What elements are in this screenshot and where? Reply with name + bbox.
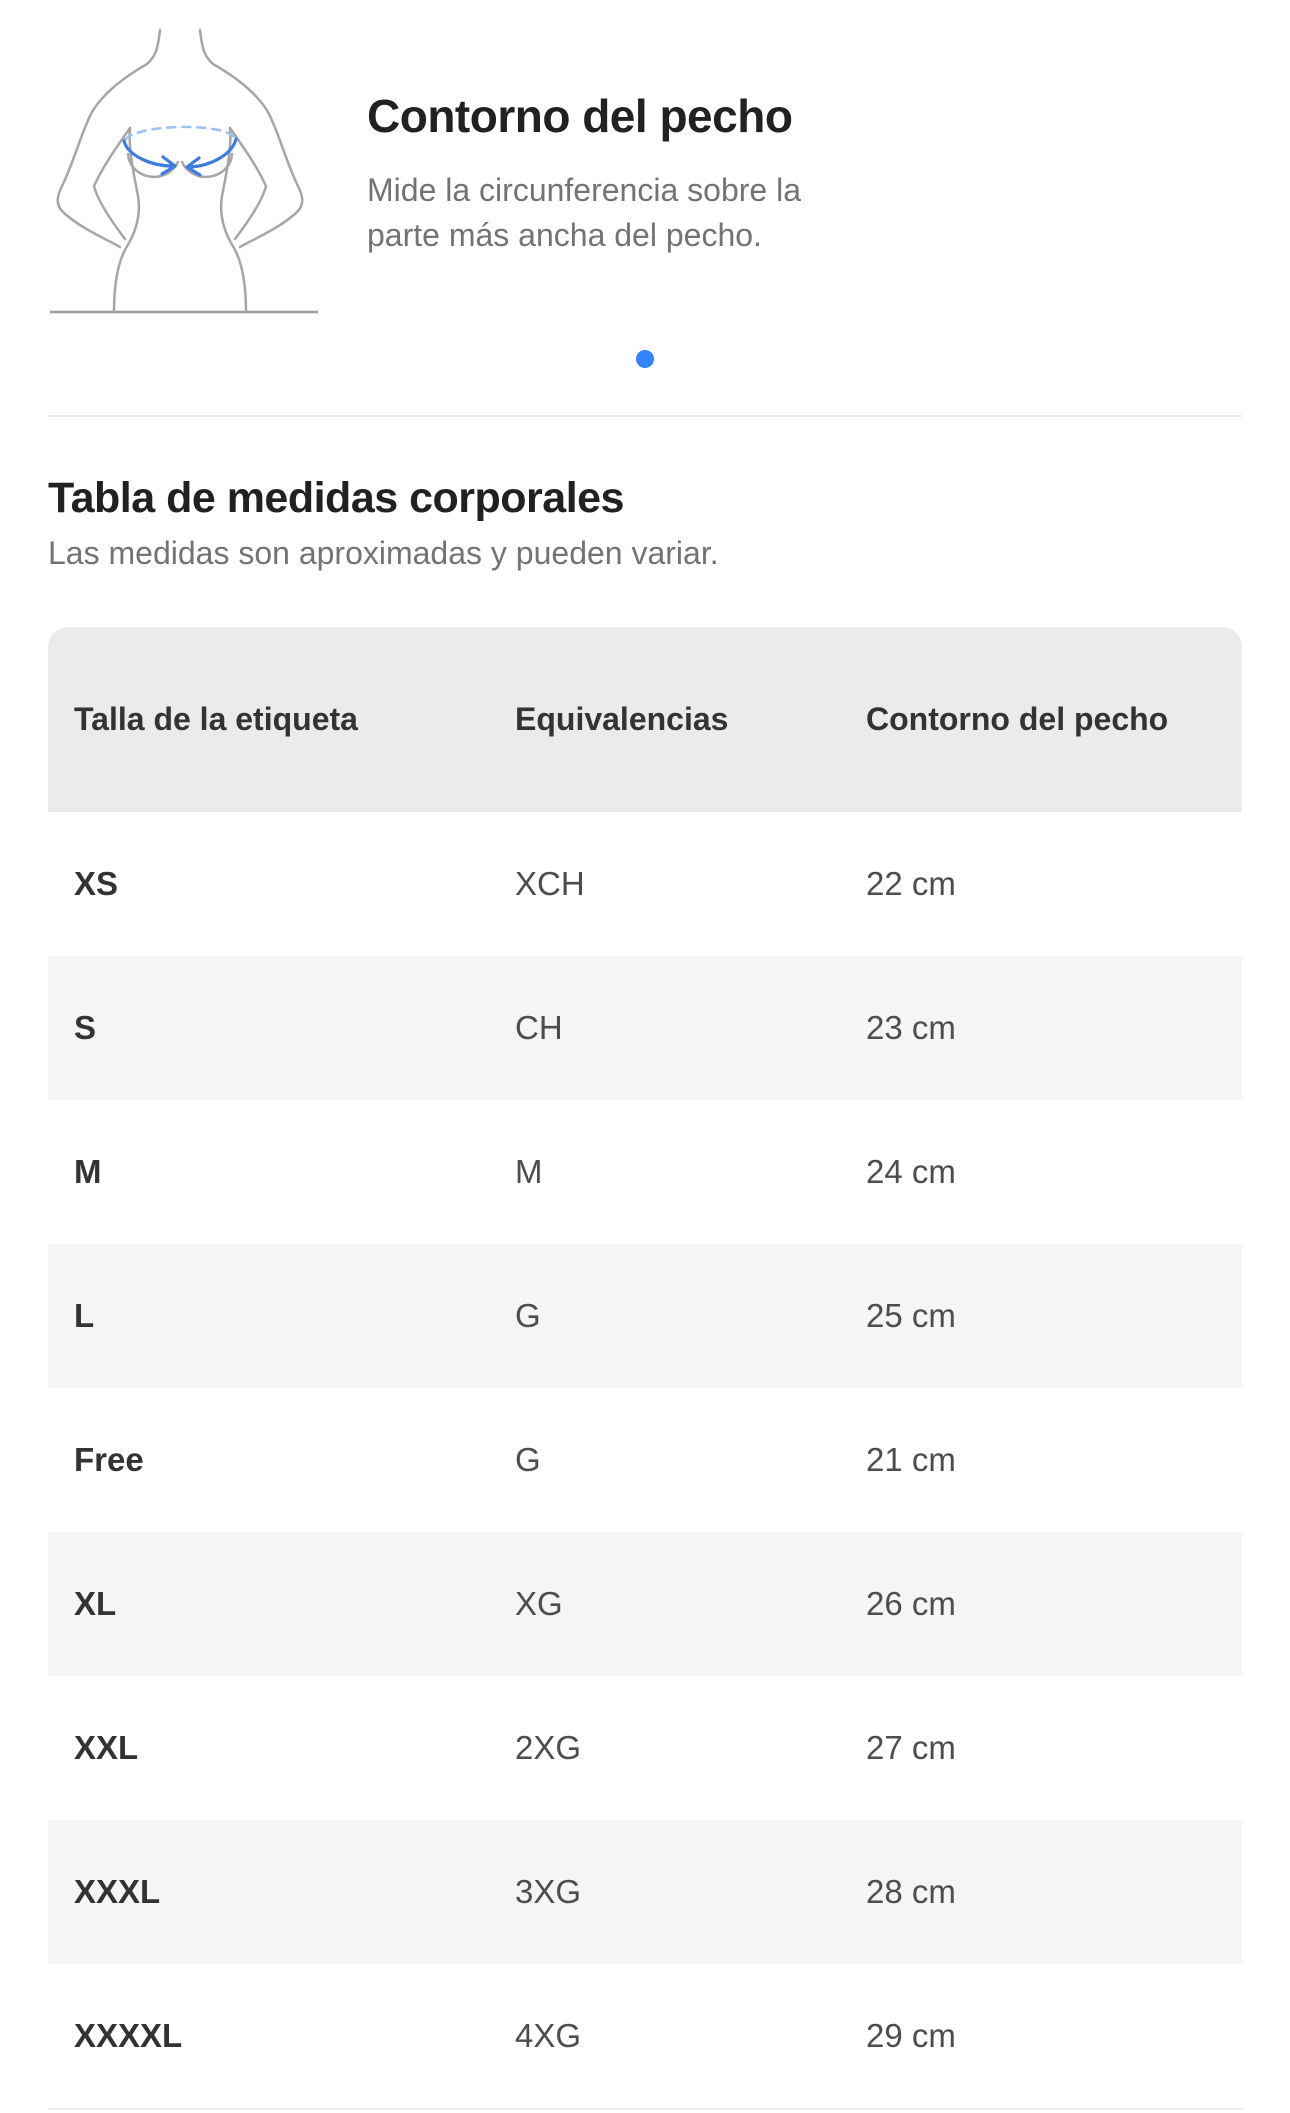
cell-equivalence: 3XG xyxy=(515,1873,582,1910)
cell-chest: 23 cm xyxy=(866,1009,956,1046)
cell-equivalence: CH xyxy=(515,1009,563,1046)
table-section-title: Tabla de medidas corporales xyxy=(48,474,624,522)
guide-description-line: Mide la circunferencia sobre la xyxy=(367,172,801,208)
table-row: Free G 21 cm xyxy=(48,1388,1242,1532)
bottom-divider xyxy=(48,2108,1242,2110)
cell-chest: 22 cm xyxy=(866,865,956,902)
guide-title: Contorno del pecho xyxy=(367,90,793,142)
section-divider xyxy=(48,415,1242,417)
cell-chest: 28 cm xyxy=(866,1873,956,1910)
cell-chest: 25 cm xyxy=(866,1297,956,1334)
table-row: M M 24 cm xyxy=(48,1100,1242,1244)
torso-outline-icon xyxy=(50,28,318,314)
measure-guide-panel: Contorno del pecho Mide la circunferenci… xyxy=(0,0,1290,316)
header-equivalence: Equivalencias xyxy=(515,701,729,737)
cell-equivalence: G xyxy=(515,1297,541,1334)
table-row: XS XCH 22 cm xyxy=(48,812,1242,956)
cell-chest: 26 cm xyxy=(866,1585,956,1622)
guide-description: Mide la circunferencia sobre la parte má… xyxy=(367,168,801,258)
cell-chest: 21 cm xyxy=(866,1441,956,1478)
chest-measure-illustration xyxy=(48,16,320,316)
header-chest: Contorno del pecho xyxy=(866,701,1169,737)
cell-size-label: XL xyxy=(74,1585,117,1622)
cell-equivalence: G xyxy=(515,1441,541,1478)
table-row: L G 25 cm xyxy=(48,1244,1242,1388)
cell-chest: 24 cm xyxy=(866,1153,956,1190)
cell-size-label: XS xyxy=(74,865,119,902)
carousel-indicators xyxy=(0,350,1290,368)
arrow-left-icon xyxy=(185,156,202,177)
cell-size-label: Free xyxy=(74,1441,144,1478)
cell-size-label: XXL xyxy=(74,1729,139,1766)
measuring-tape-band xyxy=(122,125,238,177)
size-table: Talla de la etiqueta Equivalencias Conto… xyxy=(48,627,1242,2108)
guide-description-line: parte más ancha del pecho. xyxy=(367,217,762,253)
table-row: S CH 23 cm xyxy=(48,956,1242,1100)
table-row: XL XG 26 cm xyxy=(48,1532,1242,1676)
cell-chest: 27 cm xyxy=(866,1729,956,1766)
cell-size-label: M xyxy=(74,1153,102,1190)
table-row: XXXXL 4XG 29 cm xyxy=(48,1964,1242,2108)
table-header-row: Talla de la etiqueta Equivalencias Conto… xyxy=(48,627,1242,812)
cell-equivalence: 4XG xyxy=(515,2017,582,2054)
cell-size-label: L xyxy=(74,1297,95,1334)
cell-size-label: XXXL xyxy=(74,1873,161,1910)
table-row: XXXL 3XG 28 cm xyxy=(48,1820,1242,1964)
cell-chest: 29 cm xyxy=(866,2017,956,2054)
table-row: XXL 2XG 27 cm xyxy=(48,1676,1242,1820)
header-size-label: Talla de la etiqueta xyxy=(74,701,358,737)
arrow-right-icon xyxy=(160,155,177,176)
cell-size-label: S xyxy=(74,1009,97,1046)
cell-equivalence: XG xyxy=(515,1585,563,1622)
cell-equivalence: 2XG xyxy=(515,1729,582,1766)
cell-equivalence: M xyxy=(515,1153,543,1190)
table-section-subtitle: Las medidas son aproximadas y pueden var… xyxy=(48,535,719,571)
cell-size-label: XXXXL xyxy=(74,2017,183,2054)
cell-equivalence: XCH xyxy=(515,865,585,902)
carousel-dot-active[interactable] xyxy=(636,350,654,368)
